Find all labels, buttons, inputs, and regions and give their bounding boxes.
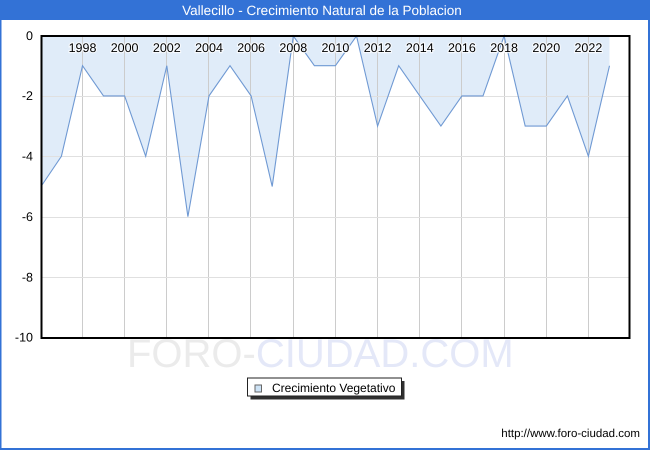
svg-text:0: 0 — [26, 29, 33, 43]
svg-text:http://www.foro-ciudad.com: http://www.foro-ciudad.com — [501, 428, 640, 440]
svg-text:2008: 2008 — [279, 41, 307, 55]
svg-text:Vallecillo - Crecimiento Natur: Vallecillo - Crecimiento Natural de la P… — [182, 3, 462, 18]
svg-text:1998: 1998 — [69, 41, 97, 55]
svg-text:Crecimiento Vegetativo: Crecimiento Vegetativo — [272, 381, 396, 395]
svg-text:2002: 2002 — [153, 41, 181, 55]
svg-text:2010: 2010 — [321, 41, 349, 55]
svg-text:2004: 2004 — [195, 41, 223, 55]
svg-text:2022: 2022 — [574, 41, 602, 55]
svg-text:2006: 2006 — [237, 41, 265, 55]
svg-text:FORO-CIUDAD.COM: FORO-CIUDAD.COM — [127, 332, 514, 376]
svg-text:-10: -10 — [15, 330, 33, 344]
svg-text:-4: -4 — [22, 150, 33, 164]
svg-text:2020: 2020 — [532, 41, 560, 55]
svg-text:-8: -8 — [22, 270, 33, 284]
svg-text:-2: -2 — [22, 89, 33, 103]
svg-text:2014: 2014 — [406, 41, 434, 55]
svg-text:2012: 2012 — [364, 41, 392, 55]
svg-text:2000: 2000 — [111, 41, 139, 55]
svg-text:-6: -6 — [22, 210, 33, 224]
svg-text:2016: 2016 — [448, 41, 476, 55]
svg-text:2018: 2018 — [490, 41, 518, 55]
